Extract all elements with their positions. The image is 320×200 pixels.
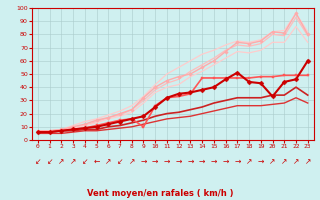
Text: Vent moyen/en rafales ( km/h ): Vent moyen/en rafales ( km/h ): [87, 189, 233, 198]
Text: ↙: ↙: [82, 157, 88, 166]
Text: ↗: ↗: [246, 157, 252, 166]
Text: →: →: [222, 157, 229, 166]
Text: →: →: [187, 157, 194, 166]
Text: ↙: ↙: [46, 157, 53, 166]
Text: ↗: ↗: [281, 157, 287, 166]
Text: ↗: ↗: [105, 157, 111, 166]
Text: →: →: [175, 157, 182, 166]
Text: ↗: ↗: [70, 157, 76, 166]
Text: →: →: [211, 157, 217, 166]
Text: ↗: ↗: [293, 157, 299, 166]
Text: →: →: [140, 157, 147, 166]
Text: ←: ←: [93, 157, 100, 166]
Text: ↙: ↙: [117, 157, 123, 166]
Text: ↗: ↗: [305, 157, 311, 166]
Text: ↗: ↗: [129, 157, 135, 166]
Text: →: →: [258, 157, 264, 166]
Text: →: →: [152, 157, 158, 166]
Text: →: →: [234, 157, 241, 166]
Text: →: →: [199, 157, 205, 166]
Text: ↗: ↗: [269, 157, 276, 166]
Text: →: →: [164, 157, 170, 166]
Text: ↙: ↙: [35, 157, 41, 166]
Text: ↗: ↗: [58, 157, 65, 166]
